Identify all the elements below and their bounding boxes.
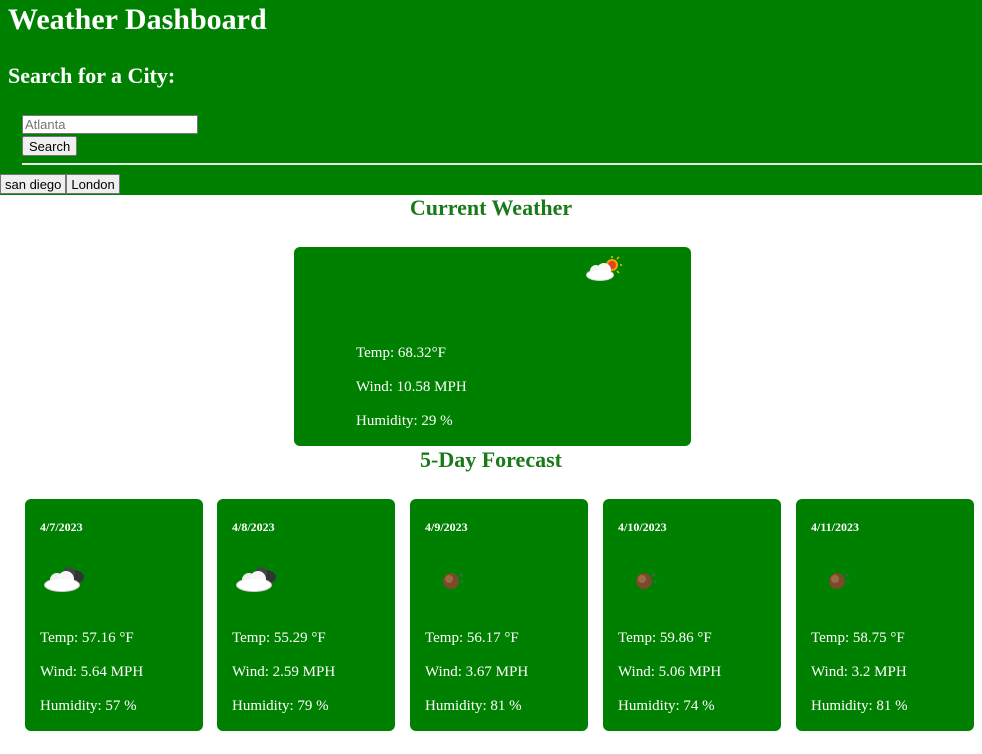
- forecast-card: 4/9/2023 Temp: 56.17 °F Wind: 3.67 MPH H…: [410, 499, 588, 731]
- partly-cloudy-day-icon: [586, 256, 622, 281]
- current-wind: Wind: 10.58 MPH: [356, 379, 467, 395]
- forecast-date: 4/10/2023: [618, 520, 667, 534]
- forecast-wind: Wind: 3.67 MPH: [425, 664, 529, 680]
- weather-icon: [829, 573, 850, 589]
- forecast-card: 4/11/2023 Temp: 58.75 °F Wind: 3.2 MPH H…: [796, 499, 974, 731]
- search-heading: Search for a City:: [8, 63, 176, 88]
- partly-cloudy-night-icon: [236, 567, 276, 592]
- partly-cloudy-night-icon: [44, 567, 84, 592]
- forecast-temp: Temp: 55.29 °F: [232, 630, 326, 646]
- current-humidity: Humidity: 29 %: [356, 413, 453, 429]
- forecast-wind: Wind: 2.59 MPH: [232, 664, 336, 680]
- forecast-temp: Temp: 56.17 °F: [425, 630, 519, 646]
- weather-icon: [636, 573, 657, 589]
- forecast-card: 4/7/2023 Temp: 57.16 °F Wind: 5.64 MPH H…: [25, 499, 203, 731]
- forecast-humidity: Humidity: 81 %: [811, 698, 908, 714]
- forecast-title: 5-Day Forecast: [420, 447, 562, 472]
- app-title: Weather Dashboard: [8, 3, 267, 36]
- history-button-london[interactable]: London: [66, 174, 120, 194]
- forecast-wind: Wind: 5.64 MPH: [40, 664, 144, 680]
- forecast-card: 4/10/2023 Temp: 59.86 °F Wind: 5.06 MPH …: [603, 499, 781, 731]
- forecast-humidity: Humidity: 81 %: [425, 698, 522, 714]
- current-weather-title: Current Weather: [409, 195, 573, 220]
- forecast-date: 4/9/2023: [425, 520, 468, 534]
- city-search-input[interactable]: [22, 115, 198, 134]
- forecast-card: 4/8/2023 Temp: 55.29 °F Wind: 2.59 MPH H…: [217, 499, 395, 731]
- weather-icon: [443, 573, 464, 589]
- forecast-date: 4/11/2023: [811, 520, 860, 534]
- current-temp: Temp: 68.32°F: [356, 345, 446, 361]
- search-history: san diego London: [0, 174, 120, 194]
- forecast-humidity: Humidity: 79 %: [232, 698, 329, 714]
- search-button[interactable]: Search: [22, 136, 78, 156]
- divider: [22, 163, 982, 165]
- forecast-wind: Wind: 3.2 MPH: [811, 664, 907, 680]
- forecast-temp: Temp: 57.16 °F: [40, 630, 134, 646]
- app-header: Weather Dashboard Search for a City: Sea…: [0, 0, 982, 195]
- forecast-temp: Temp: 58.75 °F: [811, 630, 905, 646]
- forecast-humidity: Humidity: 57 %: [40, 698, 137, 714]
- history-button-san-diego[interactable]: san diego: [0, 174, 67, 194]
- current-weather-card: Temp: 68.32°F Wind: 10.58 MPH Humidity: …: [294, 247, 691, 446]
- forecast-wind: Wind: 5.06 MPH: [618, 664, 722, 680]
- forecast-date: 4/8/2023: [232, 520, 275, 534]
- forecast-humidity: Humidity: 74 %: [618, 698, 715, 714]
- forecast-temp: Temp: 59.86 °F: [618, 630, 712, 646]
- forecast-date: 4/7/2023: [40, 520, 83, 534]
